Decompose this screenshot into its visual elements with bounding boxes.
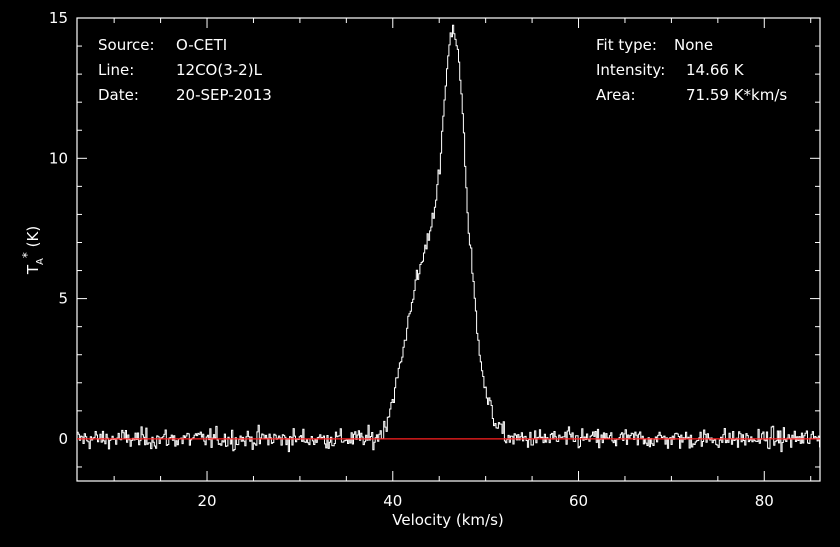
intensity-value: 14.66 K xyxy=(686,61,745,79)
source-label: Source: xyxy=(98,36,155,54)
y-axis-label: TA* (K) xyxy=(20,226,46,275)
x-tick-label: 60 xyxy=(569,492,588,510)
spectrum-series xyxy=(77,24,820,453)
y-tick-label: 10 xyxy=(49,149,68,167)
line-label: Line: xyxy=(98,61,134,79)
y-tick-label: 0 xyxy=(58,430,68,448)
x-tick-label: 40 xyxy=(383,492,402,510)
plot-frame xyxy=(76,17,821,482)
area-label: Area: xyxy=(596,86,636,104)
x-axis-label: Velocity (km/s) xyxy=(392,511,503,529)
source-value: O-CETI xyxy=(176,36,227,54)
date-label: Date: xyxy=(98,86,139,104)
date-value: 20-SEP-2013 xyxy=(176,86,272,104)
x-tick-label: 20 xyxy=(197,492,216,510)
area-value: 71.59 K*km/s xyxy=(686,86,787,104)
line-value: 12CO(3-2)L xyxy=(176,61,263,79)
svg-text:TA* (K): TA* (K) xyxy=(20,226,46,275)
intensity-label: Intensity: xyxy=(596,61,665,79)
x-tick-label: 80 xyxy=(755,492,774,510)
fit-type-value: None xyxy=(674,36,713,54)
y-tick-label: 15 xyxy=(49,9,68,27)
y-tick-label: 5 xyxy=(58,290,68,308)
fit-type-label: Fit type: xyxy=(596,36,657,54)
